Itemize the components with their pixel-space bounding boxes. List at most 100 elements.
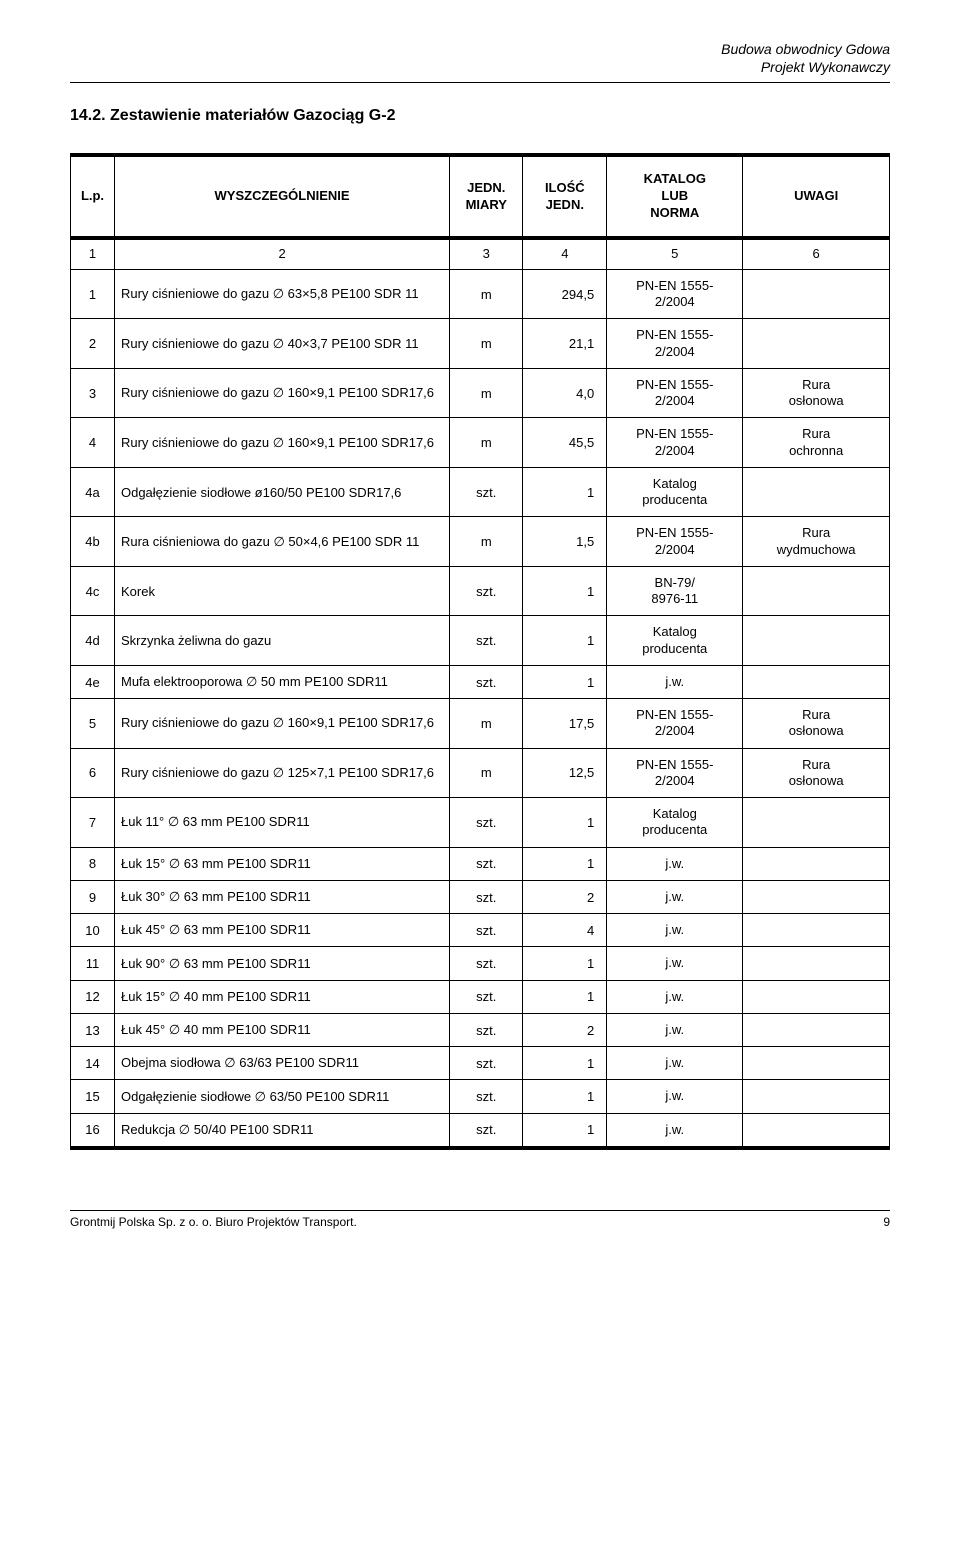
colnum: 2 — [114, 238, 449, 269]
cell-lp: 4e — [71, 665, 115, 698]
cell-unit: szt. — [450, 566, 523, 616]
cell-cat: PN-EN 1555-2/2004 — [607, 517, 743, 567]
cell-spec: Łuk 90° ∅ 63 mm PE100 SDR11 — [114, 947, 449, 980]
table-row: 4Rury ciśnieniowe do gazu ∅ 160×9,1 PE10… — [71, 418, 890, 468]
cell-unit: szt. — [450, 467, 523, 517]
footer-line: Grontmij Polska Sp. z o. o. Biuro Projek… — [70, 1215, 890, 1229]
cell-note — [743, 980, 890, 1013]
cell-unit: m — [450, 269, 523, 319]
cell-spec: Skrzynka żeliwna do gazu — [114, 616, 449, 666]
cell-unit: m — [450, 748, 523, 798]
cell-cat: PN-EN 1555-2/2004 — [607, 319, 743, 369]
cell-note — [743, 1113, 890, 1148]
cell-spec: Rura ciśnieniowa do gazu ∅ 50×4,6 PE100 … — [114, 517, 449, 567]
cell-spec: Odgałęzienie siodłowe ø160/50 PE100 SDR1… — [114, 467, 449, 517]
colnum: 6 — [743, 238, 890, 269]
footer: Grontmij Polska Sp. z o. o. Biuro Projek… — [70, 1210, 890, 1229]
cell-unit: m — [450, 319, 523, 369]
table-row: 4eMufa elektrooporowa ∅ 50 mm PE100 SDR1… — [71, 665, 890, 698]
cell-lp: 4a — [71, 467, 115, 517]
table-row: 16Redukcja ∅ 50/40 PE100 SDR11szt.1j.w. — [71, 1113, 890, 1148]
header-block: Budowa obwodnicy Gdowa Projekt Wykonawcz… — [70, 40, 890, 76]
cell-spec: Obejma siodłowa ∅ 63/63 PE100 SDR11 — [114, 1047, 449, 1080]
cell-unit: szt. — [450, 880, 523, 913]
cell-lp: 4 — [71, 418, 115, 468]
cell-spec: Redukcja ∅ 50/40 PE100 SDR11 — [114, 1113, 449, 1148]
materials-table: L.p. WYSZCZEGÓLNIENIE JEDN.MIARY ILOŚĆJE… — [70, 153, 890, 1150]
cell-lp: 15 — [71, 1080, 115, 1113]
cell-lp: 7 — [71, 798, 115, 848]
cell-lp: 12 — [71, 980, 115, 1013]
th-cat: KATALOGLUBNORMA — [607, 155, 743, 238]
table-row: 13Łuk 45° ∅ 40 mm PE100 SDR11szt.2j.w. — [71, 1013, 890, 1046]
cell-qty: 1 — [523, 847, 607, 880]
cell-note — [743, 880, 890, 913]
cell-spec: Rury ciśnieniowe do gazu ∅ 125×7,1 PE100… — [114, 748, 449, 798]
cell-spec: Korek — [114, 566, 449, 616]
table-row: 4cKorekszt.1BN-79/8976-11 — [71, 566, 890, 616]
cell-note — [743, 1013, 890, 1046]
cell-cat: PN-EN 1555-2/2004 — [607, 748, 743, 798]
cell-qty: 1 — [523, 616, 607, 666]
colnum: 1 — [71, 238, 115, 269]
cell-lp: 1 — [71, 269, 115, 319]
cell-spec: Rury ciśnieniowe do gazu ∅ 63×5,8 PE100 … — [114, 269, 449, 319]
table-row: 7Łuk 11° ∅ 63 mm PE100 SDR11szt.1Katalog… — [71, 798, 890, 848]
cell-note — [743, 319, 890, 369]
cell-note — [743, 616, 890, 666]
th-lp: L.p. — [71, 155, 115, 238]
header-line-1: Budowa obwodnicy Gdowa — [70, 40, 890, 58]
cell-lp: 11 — [71, 947, 115, 980]
cell-spec: Rury ciśnieniowe do gazu ∅ 160×9,1 PE100… — [114, 368, 449, 418]
cell-note: Ruraosłonowa — [743, 699, 890, 749]
cell-cat: j.w. — [607, 980, 743, 1013]
cell-note — [743, 1047, 890, 1080]
cell-spec: Rury ciśnieniowe do gazu ∅ 40×3,7 PE100 … — [114, 319, 449, 369]
cell-spec: Łuk 15° ∅ 40 mm PE100 SDR11 — [114, 980, 449, 1013]
cell-lp: 4b — [71, 517, 115, 567]
cell-cat: BN-79/8976-11 — [607, 566, 743, 616]
cell-unit: szt. — [450, 980, 523, 1013]
cell-note: Rurawydmuchowa — [743, 517, 890, 567]
cell-spec: Rury ciśnieniowe do gazu ∅ 160×9,1 PE100… — [114, 699, 449, 749]
cell-qty: 17,5 — [523, 699, 607, 749]
cell-unit: szt. — [450, 1013, 523, 1046]
cell-note — [743, 847, 890, 880]
cell-qty: 4 — [523, 914, 607, 947]
cell-qty: 4,0 — [523, 368, 607, 418]
cell-spec: Łuk 45° ∅ 63 mm PE100 SDR11 — [114, 914, 449, 947]
cell-qty: 1,5 — [523, 517, 607, 567]
table-row: 10Łuk 45° ∅ 63 mm PE100 SDR11szt.4j.w. — [71, 914, 890, 947]
cell-cat: j.w. — [607, 1113, 743, 1148]
cell-spec: Łuk 15° ∅ 63 mm PE100 SDR11 — [114, 847, 449, 880]
cell-cat: PN-EN 1555-2/2004 — [607, 368, 743, 418]
cell-lp: 16 — [71, 1113, 115, 1148]
colnum: 3 — [450, 238, 523, 269]
cell-lp: 4d — [71, 616, 115, 666]
table-row: 14Obejma siodłowa ∅ 63/63 PE100 SDR11szt… — [71, 1047, 890, 1080]
table-row: 5Rury ciśnieniowe do gazu ∅ 160×9,1 PE10… — [71, 699, 890, 749]
table-row: 4bRura ciśnieniowa do gazu ∅ 50×4,6 PE10… — [71, 517, 890, 567]
cell-cat: j.w. — [607, 665, 743, 698]
cell-cat: j.w. — [607, 947, 743, 980]
cell-unit: m — [450, 368, 523, 418]
cell-note — [743, 665, 890, 698]
cell-note — [743, 947, 890, 980]
cell-qty: 21,1 — [523, 319, 607, 369]
cell-note — [743, 467, 890, 517]
cell-note — [743, 798, 890, 848]
cell-lp: 4c — [71, 566, 115, 616]
table-row: 6Rury ciśnieniowe do gazu ∅ 125×7,1 PE10… — [71, 748, 890, 798]
footer-rule — [70, 1210, 890, 1211]
cell-qty: 294,5 — [523, 269, 607, 319]
table-row: 4aOdgałęzienie siodłowe ø160/50 PE100 SD… — [71, 467, 890, 517]
cell-qty: 1 — [523, 467, 607, 517]
table-header-row: L.p. WYSZCZEGÓLNIENIE JEDN.MIARY ILOŚĆJE… — [71, 155, 890, 238]
cell-cat: Katalogproducenta — [607, 467, 743, 517]
cell-lp: 13 — [71, 1013, 115, 1046]
cell-cat: j.w. — [607, 914, 743, 947]
table-row: 8Łuk 15° ∅ 63 mm PE100 SDR11szt.1j.w. — [71, 847, 890, 880]
table-row: 1Rury ciśnieniowe do gazu ∅ 63×5,8 PE100… — [71, 269, 890, 319]
cell-spec: Mufa elektrooporowa ∅ 50 mm PE100 SDR11 — [114, 665, 449, 698]
cell-unit: szt. — [450, 1113, 523, 1148]
